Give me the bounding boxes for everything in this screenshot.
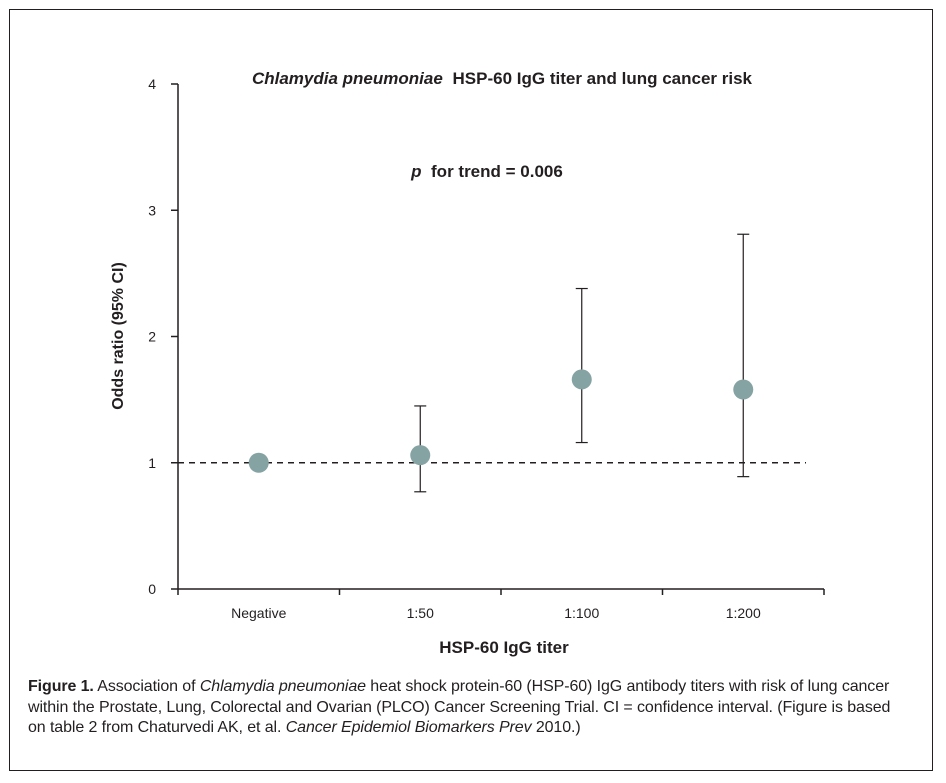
trend-annotation-text: for trend = 0.006 — [426, 162, 563, 181]
x-tick-label: 1:200 — [726, 605, 761, 621]
y-axis-ticks: 0 1 2 3 4 — [148, 76, 178, 597]
data-point — [733, 379, 754, 400]
caption-text-1: Association of — [93, 678, 200, 695]
x-tick-label: 1:50 — [407, 605, 434, 621]
y-tick-label: 0 — [148, 581, 156, 597]
chart-title-italic: Chlamydia pneumoniae — [252, 69, 443, 88]
y-axis-label: Odds ratio (95% CI) — [110, 262, 127, 410]
y-tick-label: 2 — [148, 329, 156, 345]
error-bar — [575, 287, 588, 444]
y-tick-label: 4 — [148, 76, 156, 92]
chart-title-rest: HSP-60 IgG titer and lung cancer risk — [453, 69, 753, 88]
axes — [177, 84, 824, 590]
data-point — [248, 452, 269, 473]
caption-text-3: 2010.) — [531, 719, 581, 736]
x-tick-label: Negative — [231, 605, 286, 621]
x-tick-label: 1:100 — [564, 605, 599, 621]
x-axis-ticks: Negative 1:50 1:100 1:200 — [177, 589, 825, 621]
data-point — [571, 369, 592, 390]
chart-title: Chlamydia pneumoniae HSP-60 IgG titer an… — [252, 69, 753, 88]
x-axis-label: HSP-60 IgG titer — [439, 638, 569, 657]
caption-label: Figure 1. — [28, 678, 94, 695]
trend-annotation: p for trend = 0.006 — [410, 162, 563, 181]
caption-text-2: heat shock protein-60 (HSP-60) IgG antib… — [28, 678, 895, 736]
error-bar — [737, 233, 750, 478]
caption-italic-1: Chlamydia pneumoniae — [199, 678, 366, 695]
y-tick-label: 1 — [148, 455, 156, 471]
caption-italic-2: Cancer Epidemiol Biomarkers Prev — [285, 719, 532, 736]
data-point — [410, 445, 431, 466]
figure-frame — [9, 9, 933, 771]
figure-caption: Figure 1. Association of Chlamydia pneum… — [28, 677, 908, 739]
data-marks — [248, 233, 754, 493]
trend-annotation-p: p — [410, 162, 421, 181]
y-tick-label: 3 — [148, 202, 156, 218]
